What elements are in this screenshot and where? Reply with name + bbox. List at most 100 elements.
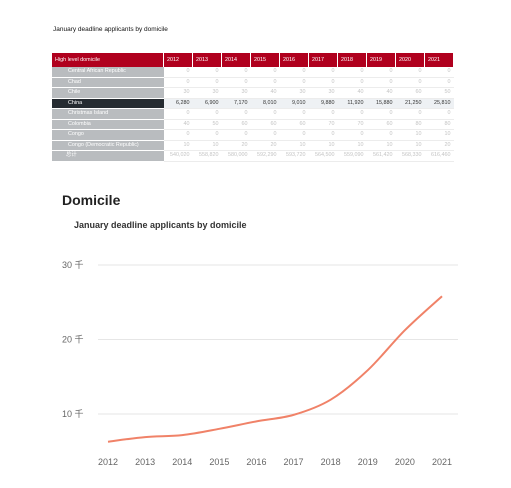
table-cell: 0 (221, 67, 251, 78)
table-cell: 30 (163, 87, 193, 99)
column-header-year[interactable]: 2016 (279, 53, 309, 67)
table-row[interactable]: Chile 30 30 30 40 30 30 40 40 60 50 (52, 87, 454, 99)
table-title: January deadline applicants by domicile (53, 26, 168, 33)
table-cell: 20 (221, 140, 251, 151)
table-cell: 0 (250, 77, 280, 88)
table-row[interactable]: Chad 0 0 0 0 0 0 0 0 0 0 (52, 77, 454, 88)
column-header-year[interactable]: 2012 (163, 53, 193, 67)
table-cell: 21,250 (395, 98, 425, 109)
table-cell: 60 (250, 119, 280, 130)
table-cell: 30 (308, 87, 338, 99)
table-cell: 10 (163, 140, 193, 151)
table-cell: 40 (337, 87, 367, 99)
table-cell: 0 (192, 77, 222, 88)
table-cell: 0 (337, 129, 367, 141)
data-point[interactable] (438, 292, 446, 300)
table-cell: 30 (192, 87, 222, 99)
y-tick-label: 10 千 (62, 409, 84, 419)
table-cell: 0 (250, 67, 280, 78)
table-cell: 0 (366, 67, 396, 78)
table-cell: 8,010 (250, 98, 280, 109)
data-point[interactable] (290, 411, 298, 419)
table-cell: 0 (192, 129, 222, 141)
table-cell: 80 (424, 119, 454, 130)
table-cell: 0 (250, 108, 280, 120)
table-cell: 9,010 (279, 98, 309, 109)
table-cell: 10 (366, 140, 396, 151)
table-cell: 0 (221, 108, 251, 120)
table-cell: 7,170 (221, 98, 251, 109)
column-header-year[interactable]: 2017 (308, 53, 338, 67)
table-cell: 30 (279, 87, 309, 99)
x-tick-label: 2020 (395, 457, 415, 467)
row-label: China (52, 98, 164, 109)
table-cell: 580,000 (221, 150, 251, 162)
table-cell: 0 (163, 67, 193, 78)
y-tick-label: 20 千 (62, 335, 84, 345)
data-point[interactable] (252, 417, 260, 425)
table-cell: 20 (424, 140, 454, 151)
column-header-year[interactable]: 2019 (366, 53, 396, 67)
table-cell: 616,460 (424, 150, 454, 162)
column-header-year[interactable]: 2018 (337, 53, 367, 67)
x-tick-label: 2018 (321, 457, 341, 467)
table-cell: 0 (221, 77, 251, 88)
data-point[interactable] (364, 366, 372, 374)
table-cell: 60 (221, 119, 251, 130)
row-label: Colombia (52, 119, 164, 130)
column-header-year[interactable]: 2014 (221, 53, 251, 67)
table-cell: 60 (279, 119, 309, 130)
table-cell: 30 (221, 87, 251, 99)
table-cell: 559,090 (337, 150, 367, 162)
table-row[interactable]: Congo (Democratic Republic) 10 10 20 20 10 10 1… (52, 140, 454, 151)
table-cell: 568,330 (395, 150, 425, 162)
table-cell: 0 (163, 77, 193, 88)
row-label: Congo (52, 129, 164, 141)
x-tick-label: 2012 (98, 457, 118, 467)
data-point[interactable] (141, 433, 149, 441)
table-cell: 10 (192, 140, 222, 151)
table-cell: 6,280 (163, 98, 193, 109)
x-tick-label: 2016 (246, 457, 266, 467)
table-cell: 70 (337, 119, 367, 130)
table-cell: 0 (308, 108, 338, 120)
table-cell: 10 (395, 129, 425, 141)
column-header-domicile[interactable]: High level domicile (52, 53, 164, 67)
table-total-row[interactable]: 总计 540,020 558,820 580,000 592,290 593,720 564… (52, 150, 454, 162)
column-header-year[interactable]: 2021 (424, 53, 454, 67)
table-cell: 0 (337, 108, 367, 120)
data-point[interactable] (104, 438, 112, 446)
table-cell: 0 (395, 108, 425, 120)
table-row[interactable]: Central African Republic 0 0 0 0 0 0 0 0 0 0 (52, 67, 454, 78)
table-row[interactable]: China 6,280 6,900 7,170 8,010 9,010 9,880 11,92… (52, 98, 454, 109)
table-cell: 10 (308, 140, 338, 151)
column-header-year[interactable]: 2020 (395, 53, 425, 67)
data-point[interactable] (215, 425, 223, 433)
table-row[interactable]: Colombia 40 50 60 60 60 70 70 60 80 80 (52, 119, 454, 130)
data-point[interactable] (178, 431, 186, 439)
row-label: 总计 (52, 150, 164, 162)
column-header-year[interactable]: 2015 (250, 53, 280, 67)
table-cell: 15,880 (366, 98, 396, 109)
table-cell: 10 (424, 129, 454, 141)
table-cell: 0 (424, 77, 454, 88)
series-line[interactable] (107, 295, 443, 443)
table-row[interactable]: Congo 0 0 0 0 0 0 0 0 10 10 (52, 129, 454, 141)
table-cell: 20 (250, 140, 280, 151)
data-point[interactable] (401, 326, 409, 334)
table-row[interactable]: Christmas Island 0 0 0 0 0 0 0 0 0 0 (52, 108, 454, 120)
table-cell: 0 (395, 77, 425, 88)
data-point[interactable] (327, 396, 335, 404)
column-header-year[interactable]: 2013 (192, 53, 222, 67)
table-cell: 10 (337, 140, 367, 151)
table-cell: 0 (366, 108, 396, 120)
table-cell: 10 (279, 140, 309, 151)
x-tick-label: 2019 (358, 457, 378, 467)
row-label: Chad (52, 77, 164, 88)
table-cell: 0 (424, 67, 454, 78)
table-cell: 40 (250, 87, 280, 99)
table-cell: 0 (366, 77, 396, 88)
domicile-table: High level domicile 2012 2013 2014 2015 … (52, 53, 454, 162)
table-cell: 60 (395, 87, 425, 99)
table-cell: 50 (424, 87, 454, 99)
